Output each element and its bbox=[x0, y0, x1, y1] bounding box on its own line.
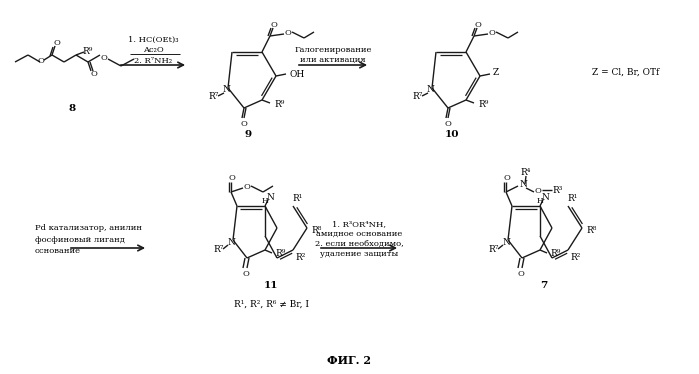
Text: O: O bbox=[240, 120, 247, 128]
Text: O: O bbox=[503, 174, 510, 182]
Text: R²: R² bbox=[571, 254, 581, 263]
Text: R⁹: R⁹ bbox=[550, 249, 561, 258]
Text: Pd катализатор, анилин: Pd катализатор, анилин bbox=[35, 224, 142, 232]
Text: 1. R³OR⁴NH,: 1. R³OR⁴NH, bbox=[332, 220, 386, 228]
Text: N: N bbox=[227, 237, 235, 246]
Text: R⁹: R⁹ bbox=[478, 99, 489, 108]
Text: R⁷: R⁷ bbox=[413, 92, 423, 101]
Text: R⁴: R⁴ bbox=[521, 168, 531, 177]
Text: 2. R⁷NH₂: 2. R⁷NH₂ bbox=[134, 57, 172, 65]
Text: амидное основание: амидное основание bbox=[316, 230, 402, 238]
Text: N: N bbox=[266, 193, 274, 202]
Text: R¹: R¹ bbox=[568, 193, 578, 202]
Text: O: O bbox=[475, 21, 482, 29]
Text: фосфиновый лиганд: фосфиновый лиганд bbox=[35, 236, 125, 244]
Text: O: O bbox=[243, 183, 250, 191]
Text: 8: 8 bbox=[69, 104, 75, 113]
Text: N: N bbox=[502, 237, 510, 246]
Text: N: N bbox=[222, 85, 230, 94]
Text: 11: 11 bbox=[264, 282, 278, 291]
Text: O: O bbox=[445, 120, 452, 128]
Text: O: O bbox=[229, 174, 236, 182]
Text: Галогенирование: Галогенирование bbox=[294, 46, 372, 54]
Text: O: O bbox=[517, 270, 524, 278]
Text: N: N bbox=[541, 193, 549, 202]
Text: R¹, R², R⁶ ≠ Br, I: R¹, R², R⁶ ≠ Br, I bbox=[233, 300, 308, 309]
Text: удаление защиты: удаление защиты bbox=[320, 250, 398, 258]
Text: O: O bbox=[54, 39, 60, 47]
Text: 2. если необходимо,: 2. если необходимо, bbox=[315, 240, 403, 248]
Text: R⁹: R⁹ bbox=[275, 249, 285, 258]
Text: 9: 9 bbox=[245, 129, 252, 138]
Text: или активация: или активация bbox=[300, 56, 366, 64]
Text: R²: R² bbox=[296, 254, 306, 263]
Text: R⁹: R⁹ bbox=[82, 46, 93, 55]
Text: основание: основание bbox=[35, 247, 81, 255]
Text: 1. HC(OEt)₃: 1. HC(OEt)₃ bbox=[128, 36, 178, 44]
Text: Z: Z bbox=[493, 67, 499, 77]
Text: H: H bbox=[537, 197, 543, 205]
Text: O: O bbox=[243, 270, 250, 278]
Text: O: O bbox=[489, 29, 496, 37]
Text: Z = Cl, Br, OTf: Z = Cl, Br, OTf bbox=[592, 67, 660, 77]
Text: R⁸: R⁸ bbox=[312, 226, 322, 234]
Text: R⁹: R⁹ bbox=[274, 99, 284, 108]
Text: Ac₂O: Ac₂O bbox=[143, 46, 164, 54]
Text: R⁷: R⁷ bbox=[489, 245, 499, 254]
Text: N: N bbox=[519, 180, 527, 188]
Text: R¹: R¹ bbox=[293, 193, 303, 202]
Text: R⁷: R⁷ bbox=[214, 245, 224, 254]
Text: ФИГ. 2: ФИГ. 2 bbox=[327, 355, 371, 365]
Text: 7: 7 bbox=[540, 282, 547, 291]
Text: O: O bbox=[101, 54, 108, 62]
Text: 10: 10 bbox=[445, 129, 459, 138]
Text: OH: OH bbox=[289, 70, 304, 79]
Text: R⁷: R⁷ bbox=[209, 92, 219, 101]
Text: N: N bbox=[426, 85, 434, 94]
Text: O: O bbox=[284, 29, 291, 37]
Text: O: O bbox=[535, 187, 542, 195]
Text: R⁸: R⁸ bbox=[587, 226, 597, 234]
Text: H: H bbox=[261, 197, 268, 205]
Text: O: O bbox=[271, 21, 278, 29]
Text: R³: R³ bbox=[553, 186, 563, 194]
Text: O: O bbox=[91, 70, 97, 78]
Text: O: O bbox=[38, 57, 45, 65]
